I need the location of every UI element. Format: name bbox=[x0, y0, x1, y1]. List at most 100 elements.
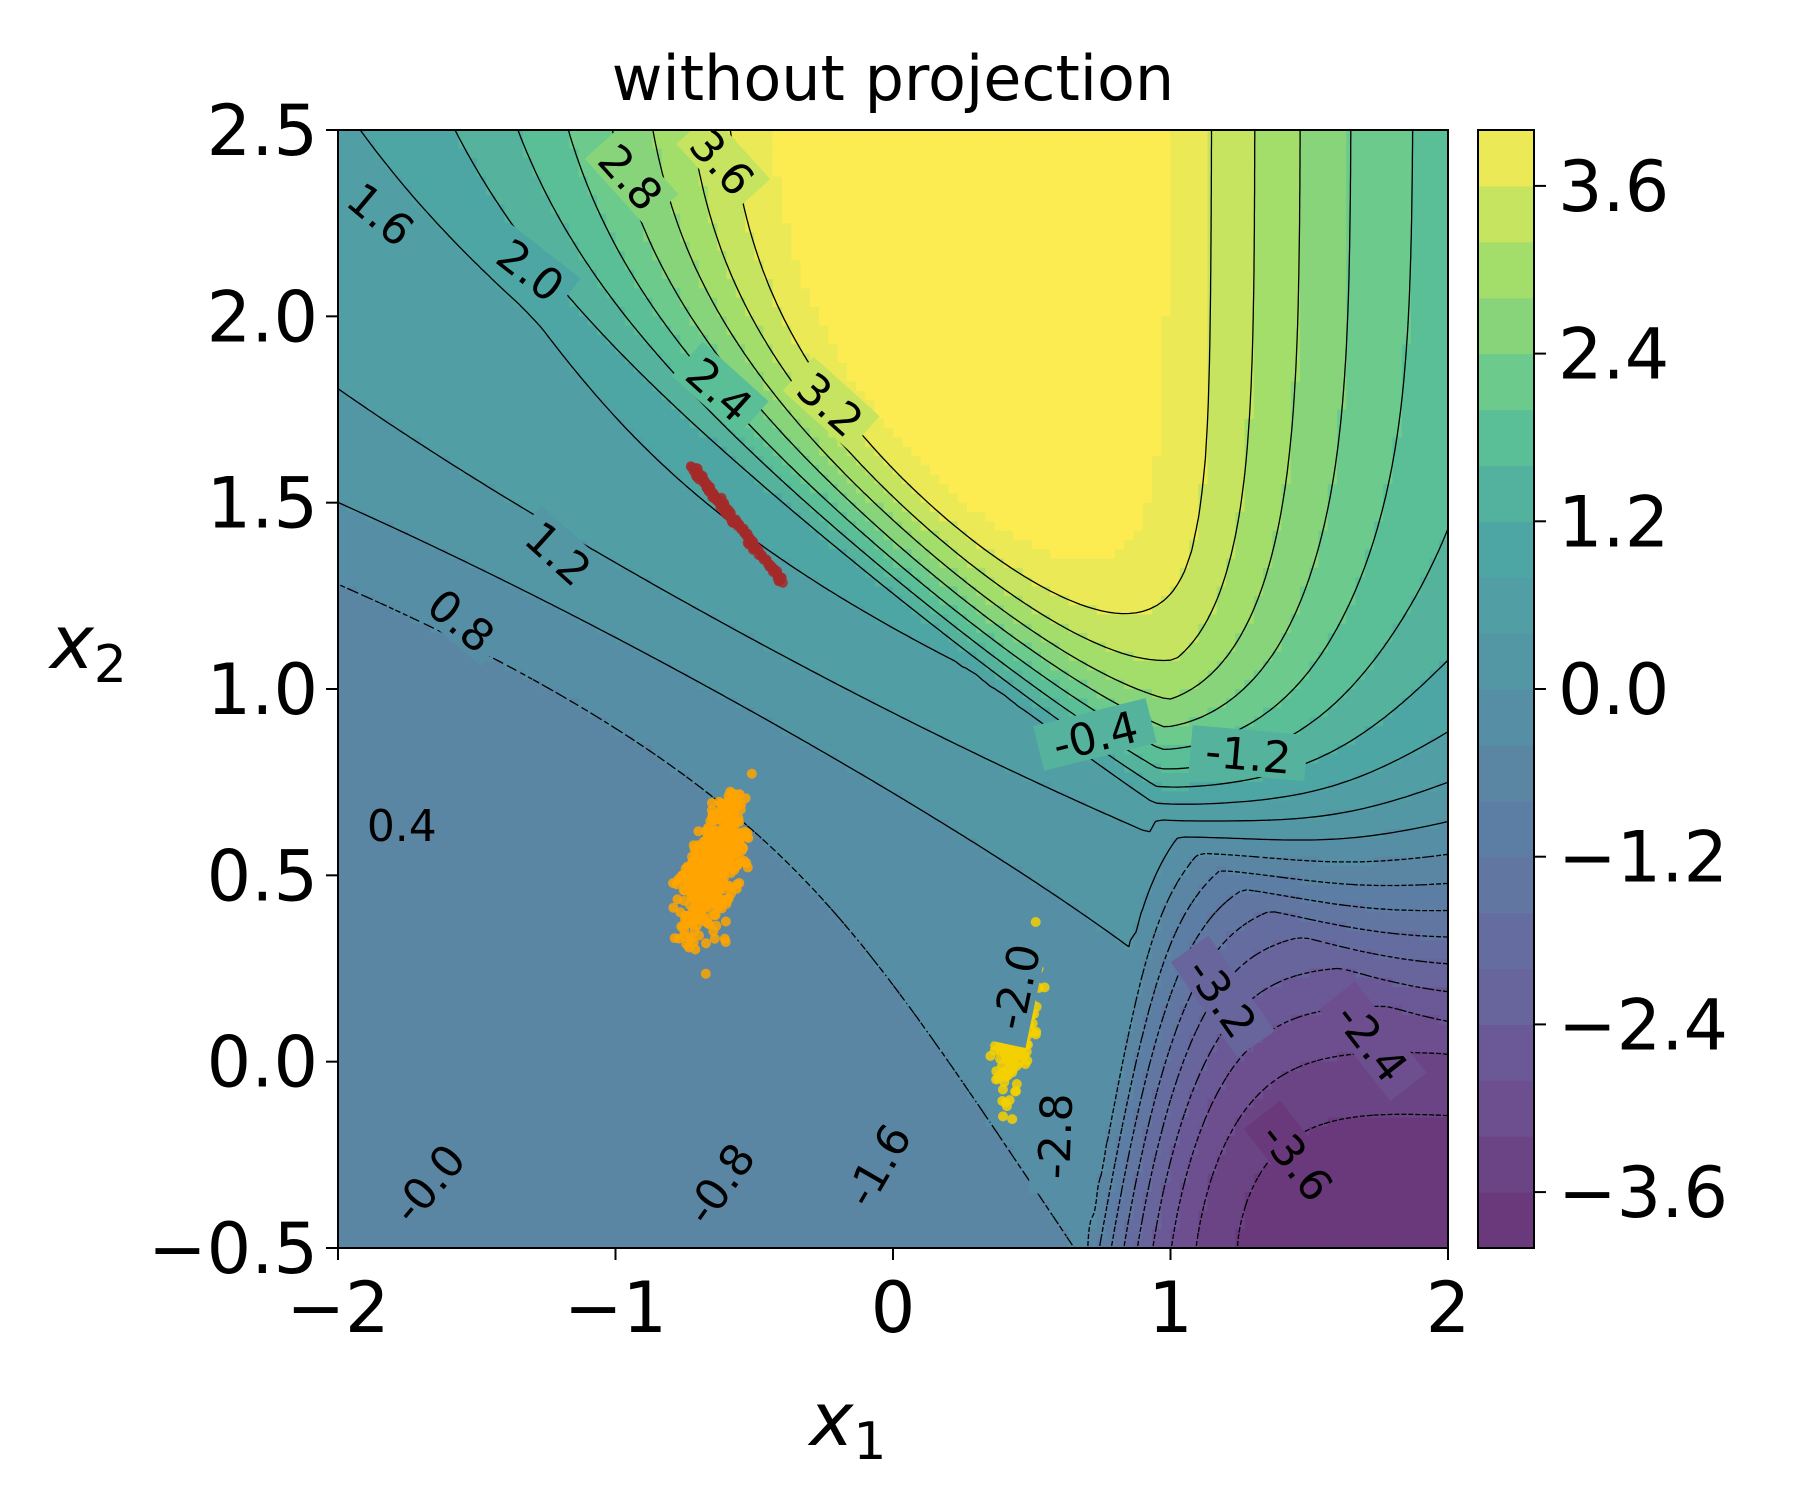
contour-cell bbox=[689, 651, 700, 662]
contour-cell bbox=[569, 213, 580, 224]
contour-cell bbox=[467, 1173, 478, 1184]
contour-cell bbox=[375, 605, 385, 616]
contour-cell bbox=[532, 372, 543, 383]
contour-cell bbox=[384, 148, 395, 159]
contour-cell bbox=[384, 316, 395, 327]
contour-cell bbox=[356, 847, 367, 858]
contour-cell bbox=[708, 959, 718, 970]
contour-cell bbox=[708, 586, 718, 597]
contour-cell bbox=[356, 297, 367, 308]
contour-cell bbox=[393, 446, 404, 457]
contour-cell bbox=[615, 353, 626, 364]
contour-cell bbox=[541, 791, 552, 802]
contour-cell bbox=[550, 195, 561, 206]
contour-cell bbox=[356, 670, 367, 681]
contour-cell bbox=[504, 1220, 515, 1230]
contour-cell bbox=[375, 130, 385, 140]
contour-cell bbox=[467, 679, 478, 690]
contour-cell bbox=[504, 875, 515, 886]
contour-cell bbox=[624, 223, 635, 234]
contour-cell bbox=[652, 1117, 663, 1128]
contour-cell bbox=[347, 288, 358, 299]
contour-cell bbox=[541, 344, 552, 355]
contour-cell bbox=[421, 530, 432, 541]
contour-cell bbox=[439, 232, 450, 243]
contour-cell bbox=[550, 884, 561, 895]
contour-cell bbox=[384, 726, 395, 737]
contour-cell bbox=[532, 716, 543, 727]
contour-cell bbox=[698, 251, 709, 262]
contour-cell bbox=[375, 1080, 385, 1091]
contour-cell bbox=[412, 381, 422, 392]
contour-cell bbox=[458, 1201, 469, 1212]
contour-cell bbox=[587, 1210, 598, 1221]
contour-cell bbox=[652, 679, 663, 690]
contour-cell bbox=[550, 595, 561, 606]
contour-cell bbox=[717, 437, 728, 448]
contour-cell bbox=[634, 493, 644, 504]
contour-cell bbox=[569, 484, 580, 494]
contour-cell bbox=[615, 642, 626, 653]
contour-cell bbox=[449, 1024, 459, 1035]
contour-cell bbox=[439, 754, 450, 765]
contour-cell bbox=[698, 651, 709, 662]
contour-cell bbox=[495, 791, 506, 802]
contour-cell bbox=[541, 884, 552, 895]
contour-cell bbox=[356, 493, 367, 504]
contour-cell bbox=[338, 838, 348, 848]
contour-cell bbox=[541, 223, 552, 234]
contour-cell bbox=[560, 996, 570, 1007]
contour-cell bbox=[569, 716, 580, 727]
contour-cell bbox=[680, 1108, 691, 1119]
contour-cell bbox=[698, 996, 709, 1007]
contour-cell bbox=[606, 484, 617, 494]
contour-cell bbox=[495, 744, 506, 755]
contour-cell bbox=[356, 1126, 367, 1137]
contour-cell bbox=[449, 949, 459, 960]
contour-cell bbox=[643, 1070, 654, 1081]
contour-cell bbox=[698, 1015, 709, 1025]
contour-cell bbox=[634, 670, 644, 681]
contour-cell bbox=[523, 800, 533, 811]
contour-cell bbox=[439, 167, 450, 178]
contour-cell bbox=[541, 241, 552, 252]
contour-cell bbox=[560, 1061, 570, 1072]
contour-cell bbox=[338, 791, 348, 802]
contour-cell bbox=[689, 521, 700, 532]
contour-cell bbox=[541, 623, 552, 634]
contour-cell bbox=[606, 456, 617, 466]
contour-cell bbox=[393, 716, 404, 727]
contour-cell bbox=[578, 530, 589, 541]
contour-cell bbox=[587, 1080, 598, 1091]
contour-cell bbox=[412, 726, 422, 737]
contour-cell bbox=[384, 1173, 395, 1184]
contour-cell bbox=[467, 698, 478, 709]
contour-cell bbox=[615, 866, 626, 876]
contour-cell bbox=[375, 698, 385, 709]
contour-cell bbox=[680, 633, 691, 644]
contour-cell bbox=[513, 1154, 524, 1165]
contour-cell bbox=[458, 716, 469, 727]
contour-cell bbox=[449, 223, 459, 234]
contour-cell bbox=[375, 297, 385, 308]
contour-cell bbox=[513, 344, 524, 355]
contour-cell bbox=[356, 903, 367, 914]
contour-cell bbox=[560, 148, 570, 159]
contour-cell bbox=[624, 791, 635, 802]
contour-cell bbox=[476, 1136, 487, 1147]
contour-cell bbox=[523, 819, 533, 830]
contour-cell bbox=[430, 782, 441, 793]
contour-cell bbox=[671, 195, 681, 206]
contour-cell bbox=[680, 679, 691, 690]
contour-cell bbox=[606, 1070, 617, 1081]
contour-cell bbox=[338, 1015, 348, 1025]
contour-cell bbox=[495, 754, 506, 765]
contour-cell bbox=[467, 726, 478, 737]
contour-cell bbox=[689, 1070, 700, 1081]
contour-cell bbox=[652, 334, 663, 345]
contour-cell bbox=[661, 912, 672, 923]
contour-cell bbox=[532, 446, 543, 457]
contour-cell bbox=[402, 456, 413, 466]
contour-cell bbox=[486, 1061, 496, 1072]
contour-cell bbox=[356, 623, 367, 634]
